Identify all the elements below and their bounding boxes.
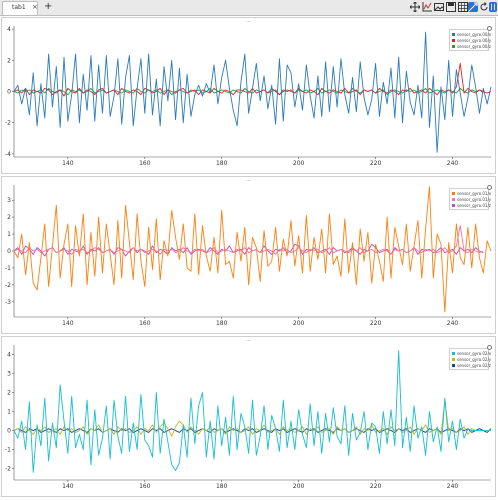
legend-label: sensor_gyro.02/z: [457, 362, 491, 368]
y-tick-label: -2: [5, 466, 11, 473]
plot-panel-1[interactable]: 140 160 180 200 220 240 -4 -2 0 2 4 ... sensor_gyr…: [1, 17, 496, 174]
legend-item: sensor_gyro.02/x: [452, 350, 491, 356]
legend-close-icon[interactable]: [487, 345, 492, 350]
y-tick-label: -1: [5, 447, 11, 454]
x-tick-label: 240: [447, 160, 459, 167]
line-chart-icon[interactable]: [422, 2, 432, 12]
image-icon[interactable]: [434, 2, 444, 12]
legend-label: sensor_gyro.01/x: [457, 190, 492, 196]
y-tick-label: 4: [7, 352, 11, 359]
legend-item: sensor_gyro.00/y: [452, 37, 491, 43]
plot-canvas: 140 160 180 200 220 240 -2 -1 0 1 2 3 4: [5, 345, 492, 490]
tab-bar: tab1 × +: [0, 0, 498, 16]
legend-swatch: [452, 363, 455, 367]
y-tick-label: 2: [7, 390, 11, 397]
x-tick-label: 220: [370, 320, 382, 327]
x-tick-label: 220: [370, 483, 382, 490]
y-tick-label: -1: [5, 265, 11, 272]
legend-swatch: [452, 191, 455, 195]
y-tick-label: 0: [7, 428, 11, 435]
legend-swatch: [452, 351, 455, 355]
series-line: [13, 186, 492, 313]
series-line: [13, 31, 492, 153]
x-tick-label: 140: [62, 320, 74, 327]
legend-item: sensor_gyro.01/x: [452, 190, 491, 196]
plot-panel-2[interactable]: 140 160 180 200 220 240 -3 -2 -1 0 1 2 3 ... sensor_…: [1, 176, 496, 334]
legend-swatch: [452, 197, 455, 201]
x-tick-label: 180: [216, 320, 228, 327]
y-tick-label: 4: [7, 26, 11, 33]
legend-swatch: [452, 38, 455, 42]
legend: sensor_gyro.02/x sensor_gyro.02/y sensor…: [449, 348, 491, 370]
legend-label: sensor_gyro.00/y: [457, 37, 492, 43]
y-tick-label: 0: [7, 248, 11, 255]
x-tick-label: 200: [293, 320, 305, 327]
x-tick-label: 240: [447, 320, 459, 327]
x-tick-label: 160: [139, 483, 151, 490]
series-line: [13, 399, 476, 437]
save-icon[interactable]: [446, 2, 456, 12]
add-tab-button[interactable]: +: [44, 1, 53, 12]
tab-tab1[interactable]: tab1 ×: [2, 1, 38, 15]
x-tick-label: 200: [293, 160, 305, 167]
x-tick-label: 180: [216, 483, 228, 490]
legend-label: sensor_gyro.00/z: [457, 43, 491, 49]
y-tick-label: 0: [7, 89, 11, 96]
panel-title: ...: [246, 337, 251, 343]
legend-item: sensor_gyro.00/z: [452, 43, 491, 49]
pan-icon[interactable]: [410, 2, 420, 12]
legend-item: sensor_gyro.01/y: [452, 196, 491, 202]
legend-swatch: [452, 44, 455, 48]
legend-item: sensor_gyro.00/x: [452, 31, 491, 37]
legend: sensor_gyro.01/x sensor_gyro.01/y sensor…: [449, 188, 491, 210]
sync-icon[interactable]: [489, 2, 497, 12]
refresh-icon[interactable]: [479, 2, 489, 12]
legend-swatch: [452, 203, 455, 207]
panel-title: ...: [246, 177, 251, 183]
legend-label: sensor_gyro.01/z: [457, 202, 491, 208]
x-tick-label: 160: [139, 160, 151, 167]
x-tick-label: 240: [447, 483, 459, 490]
plot-canvas: 140 160 180 200 220 240 -3 -2 -1 0 1 2 3: [5, 185, 492, 327]
y-tick-label: 2: [7, 57, 11, 64]
x-tick-label: 140: [62, 160, 74, 167]
y-tick-label: 1: [7, 231, 11, 238]
close-icon[interactable]: ×: [32, 3, 38, 11]
legend-label: sensor_gyro.01/y: [457, 196, 492, 202]
series-line: [13, 350, 491, 473]
legend-item: sensor_gyro.02/y: [452, 356, 491, 362]
legend-close-icon[interactable]: [487, 26, 492, 31]
legend-close-icon[interactable]: [487, 185, 492, 190]
panel-title: ...: [246, 18, 251, 24]
legend-swatch: [452, 32, 455, 36]
x-tick-label: 200: [293, 483, 305, 490]
legend-item: sensor_gyro.01/z: [452, 202, 491, 208]
legend-swatch: [452, 357, 455, 361]
grid-icon[interactable]: [458, 2, 468, 12]
y-tick-label: -2: [5, 282, 11, 289]
legend-item: sensor_gyro.02/z: [452, 362, 491, 368]
autoscale-icon[interactable]: [468, 2, 478, 12]
y-tick-label: 3: [7, 371, 11, 378]
x-tick-label: 160: [139, 320, 151, 327]
y-tick-label: -3: [5, 299, 11, 306]
y-tick-label: 2: [7, 214, 11, 221]
legend-label: sensor_gyro.02/x: [457, 350, 492, 356]
plot-canvas: 140 160 180 200 220 240 -4 -2 0 2 4: [5, 26, 492, 167]
y-tick-label: 1: [7, 409, 11, 416]
legend-label: sensor_gyro.02/y: [457, 356, 492, 362]
y-tick-label: -2: [5, 120, 11, 127]
x-tick-label: 180: [216, 160, 228, 167]
x-tick-label: 220: [370, 160, 382, 167]
tab-label: tab1: [12, 4, 26, 11]
x-tick-label: 140: [62, 483, 74, 490]
y-tick-label: -4: [5, 151, 11, 158]
plot-panel-3[interactable]: 140 160 180 200 220 240 -2 -1 0 1 2 3 4 ... sensor_g…: [1, 336, 496, 497]
legend-label: sensor_gyro.00/x: [457, 31, 492, 37]
y-tick-label: 3: [7, 197, 11, 204]
legend: sensor_gyro.00/x sensor_gyro.00/y sensor…: [449, 29, 491, 51]
